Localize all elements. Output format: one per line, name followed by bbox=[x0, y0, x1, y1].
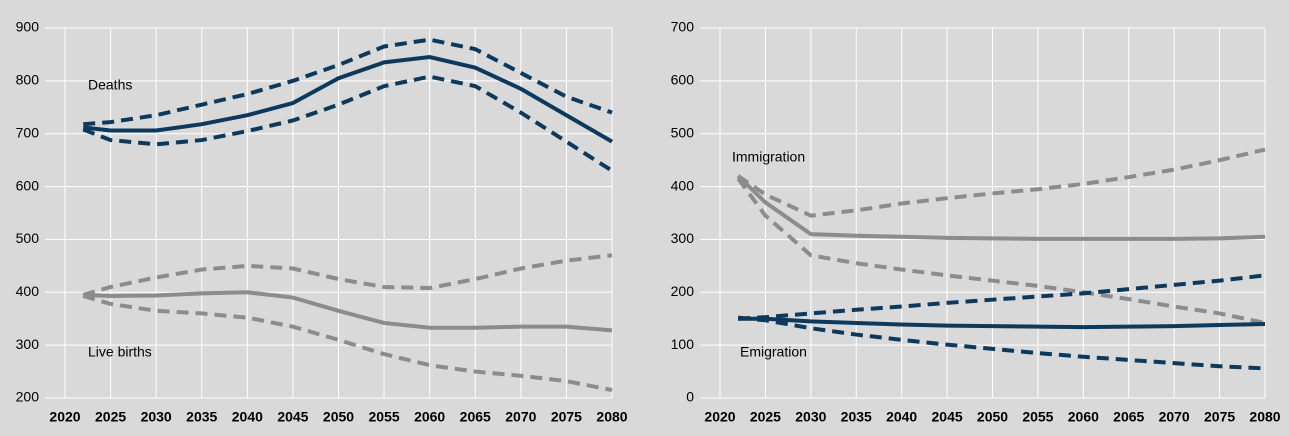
x-tick-label: 2030 bbox=[141, 409, 172, 425]
x-tick-label: 2065 bbox=[1113, 409, 1144, 425]
y-tick-label: 200 bbox=[671, 283, 695, 299]
series-line bbox=[737, 147, 1266, 218]
x-tick-label: 2075 bbox=[551, 409, 582, 425]
y-tick-label: 800 bbox=[16, 72, 40, 88]
x-tick-label: 2060 bbox=[1068, 409, 1099, 425]
y-tick-label: 400 bbox=[671, 177, 695, 193]
x-tick-label: 2075 bbox=[1204, 409, 1235, 425]
y-tick-label: 300 bbox=[671, 230, 695, 246]
annotation: Live births bbox=[88, 344, 152, 360]
x-tick-label: 2035 bbox=[186, 409, 217, 425]
x-tick-label: 2035 bbox=[841, 409, 872, 425]
x-tick-label: 2065 bbox=[460, 409, 491, 425]
series-line bbox=[82, 294, 613, 393]
x-tick-label: 2060 bbox=[414, 409, 445, 425]
annotation: Deaths bbox=[88, 77, 132, 93]
x-tick-label: 2045 bbox=[277, 409, 308, 425]
series-line bbox=[83, 290, 613, 333]
y-tick-label: 700 bbox=[671, 19, 695, 35]
y-tick-label: 500 bbox=[671, 124, 695, 140]
y-tick-label: 0 bbox=[686, 389, 694, 405]
y-tick-label: 900 bbox=[16, 19, 40, 35]
series-line bbox=[738, 316, 1266, 330]
y-tick-label: 200 bbox=[16, 389, 40, 405]
series-line bbox=[82, 253, 613, 297]
x-tick-label: 2020 bbox=[704, 409, 735, 425]
series-line bbox=[737, 315, 1266, 371]
series-line bbox=[83, 55, 614, 144]
y-tick-label: 300 bbox=[16, 336, 40, 352]
x-tick-label: 2030 bbox=[795, 409, 826, 425]
y-tick-label: 600 bbox=[671, 72, 695, 88]
x-tick-label: 2070 bbox=[505, 409, 536, 425]
x-tick-label: 2040 bbox=[232, 409, 263, 425]
x-tick-label: 2025 bbox=[95, 409, 126, 425]
x-tick-label: 2020 bbox=[49, 409, 80, 425]
series-line bbox=[736, 177, 1266, 325]
y-tick-label: 400 bbox=[16, 283, 40, 299]
series-line bbox=[736, 174, 1266, 241]
x-tick-label: 2045 bbox=[932, 409, 963, 425]
x-tick-label: 2025 bbox=[750, 409, 781, 425]
y-tick-label: 100 bbox=[671, 336, 695, 352]
x-tick-label: 2080 bbox=[1249, 409, 1280, 425]
y-tick-label: 500 bbox=[16, 230, 40, 246]
x-tick-label: 2050 bbox=[323, 409, 354, 425]
x-tick-label: 2070 bbox=[1159, 409, 1190, 425]
x-tick-label: 2080 bbox=[596, 409, 627, 425]
y-tick-label: 600 bbox=[16, 177, 40, 193]
series-line bbox=[738, 273, 1266, 321]
x-tick-label: 2040 bbox=[886, 409, 917, 425]
x-tick-label: 2055 bbox=[1022, 409, 1053, 425]
x-tick-label: 2050 bbox=[977, 409, 1008, 425]
annotation: Emigration bbox=[740, 344, 807, 360]
y-tick-label: 700 bbox=[16, 124, 40, 140]
annotation: Immigration bbox=[732, 149, 805, 165]
series-line bbox=[83, 37, 613, 127]
series-line bbox=[82, 74, 614, 173]
x-tick-label: 2055 bbox=[369, 409, 400, 425]
